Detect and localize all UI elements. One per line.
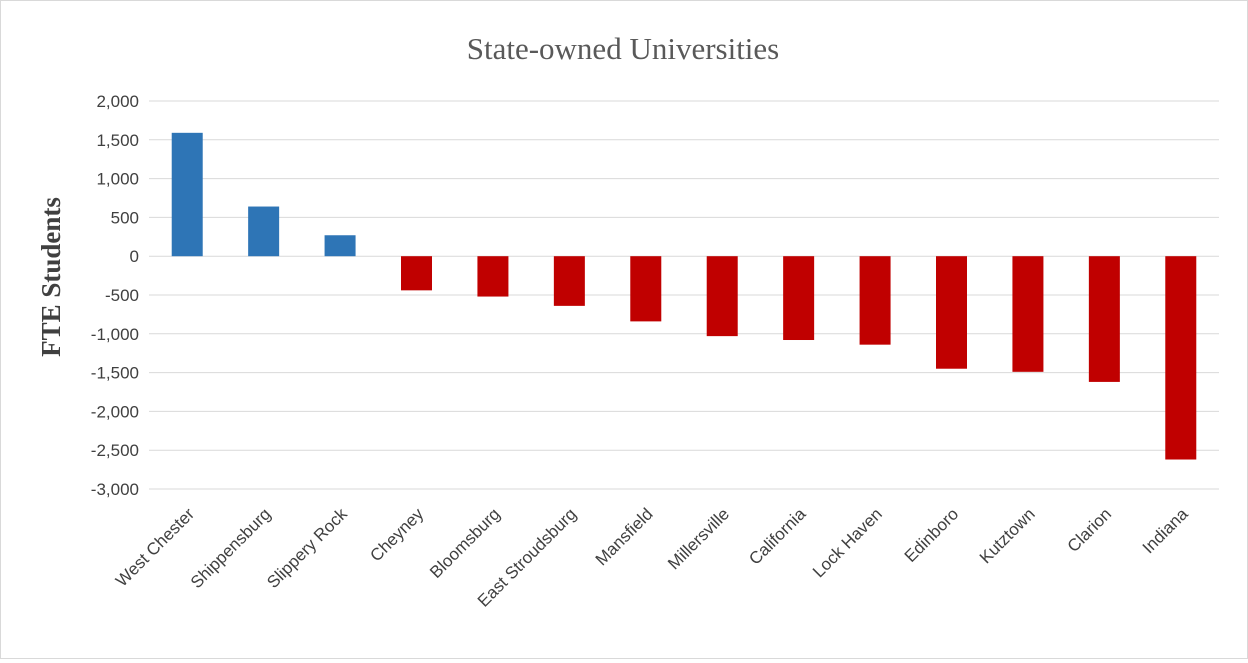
bar	[859, 256, 891, 345]
bar	[171, 132, 203, 257]
bar	[401, 256, 432, 291]
y-tick-label: -1,500	[91, 364, 139, 383]
y-tick-label: -2,500	[91, 441, 139, 460]
y-tick-label: -3,000	[91, 480, 139, 499]
y-tick-label: -500	[105, 286, 139, 305]
y-axis-label: FTE Students	[36, 197, 66, 357]
x-tick-label: Clarion	[1064, 504, 1116, 556]
bar	[1012, 256, 1044, 372]
x-tick-label: West Chester	[112, 504, 198, 590]
bar	[248, 206, 280, 257]
chart-title: State-owned Universities	[467, 31, 780, 66]
x-tick-label: Kutztown	[976, 504, 1039, 567]
x-tick-label: Cheyney	[366, 504, 427, 565]
y-tick-label: 2,000	[96, 92, 139, 111]
x-tick-label: Indiana	[1139, 504, 1192, 557]
bar	[324, 235, 356, 257]
bar	[783, 256, 815, 341]
y-tick-label: 1,500	[96, 131, 139, 150]
gridlines	[149, 100, 1219, 490]
y-tick-label: -2,000	[91, 402, 139, 421]
x-tick-label: Edinboro	[901, 504, 963, 566]
bar	[1165, 256, 1197, 460]
y-tick-label: -1,000	[91, 325, 139, 344]
y-tick-label: 500	[111, 208, 139, 227]
y-tick-label: 0	[130, 247, 139, 266]
x-tick-label: California	[745, 504, 810, 569]
x-tick-label: Millersville	[664, 504, 733, 573]
y-axis-ticks: 2,000 1,500 1,000 500 0 -500 -1,000 -1,500 -2,00…	[91, 92, 139, 499]
bar	[706, 256, 738, 337]
bar	[477, 256, 509, 297]
x-tick-label: Bloomsburg	[426, 504, 504, 582]
bar	[553, 256, 585, 306]
x-tick-label: Shippensburg	[187, 504, 275, 592]
bar	[630, 256, 662, 322]
bar	[1088, 256, 1120, 382]
bars	[171, 132, 1197, 460]
x-tick-label: Mansfield	[592, 504, 657, 569]
bar	[936, 256, 967, 369]
y-tick-label: 1,000	[96, 170, 139, 189]
x-tick-label: Lock Haven	[809, 504, 886, 581]
x-tick-label: Slippery Rock	[263, 504, 351, 592]
